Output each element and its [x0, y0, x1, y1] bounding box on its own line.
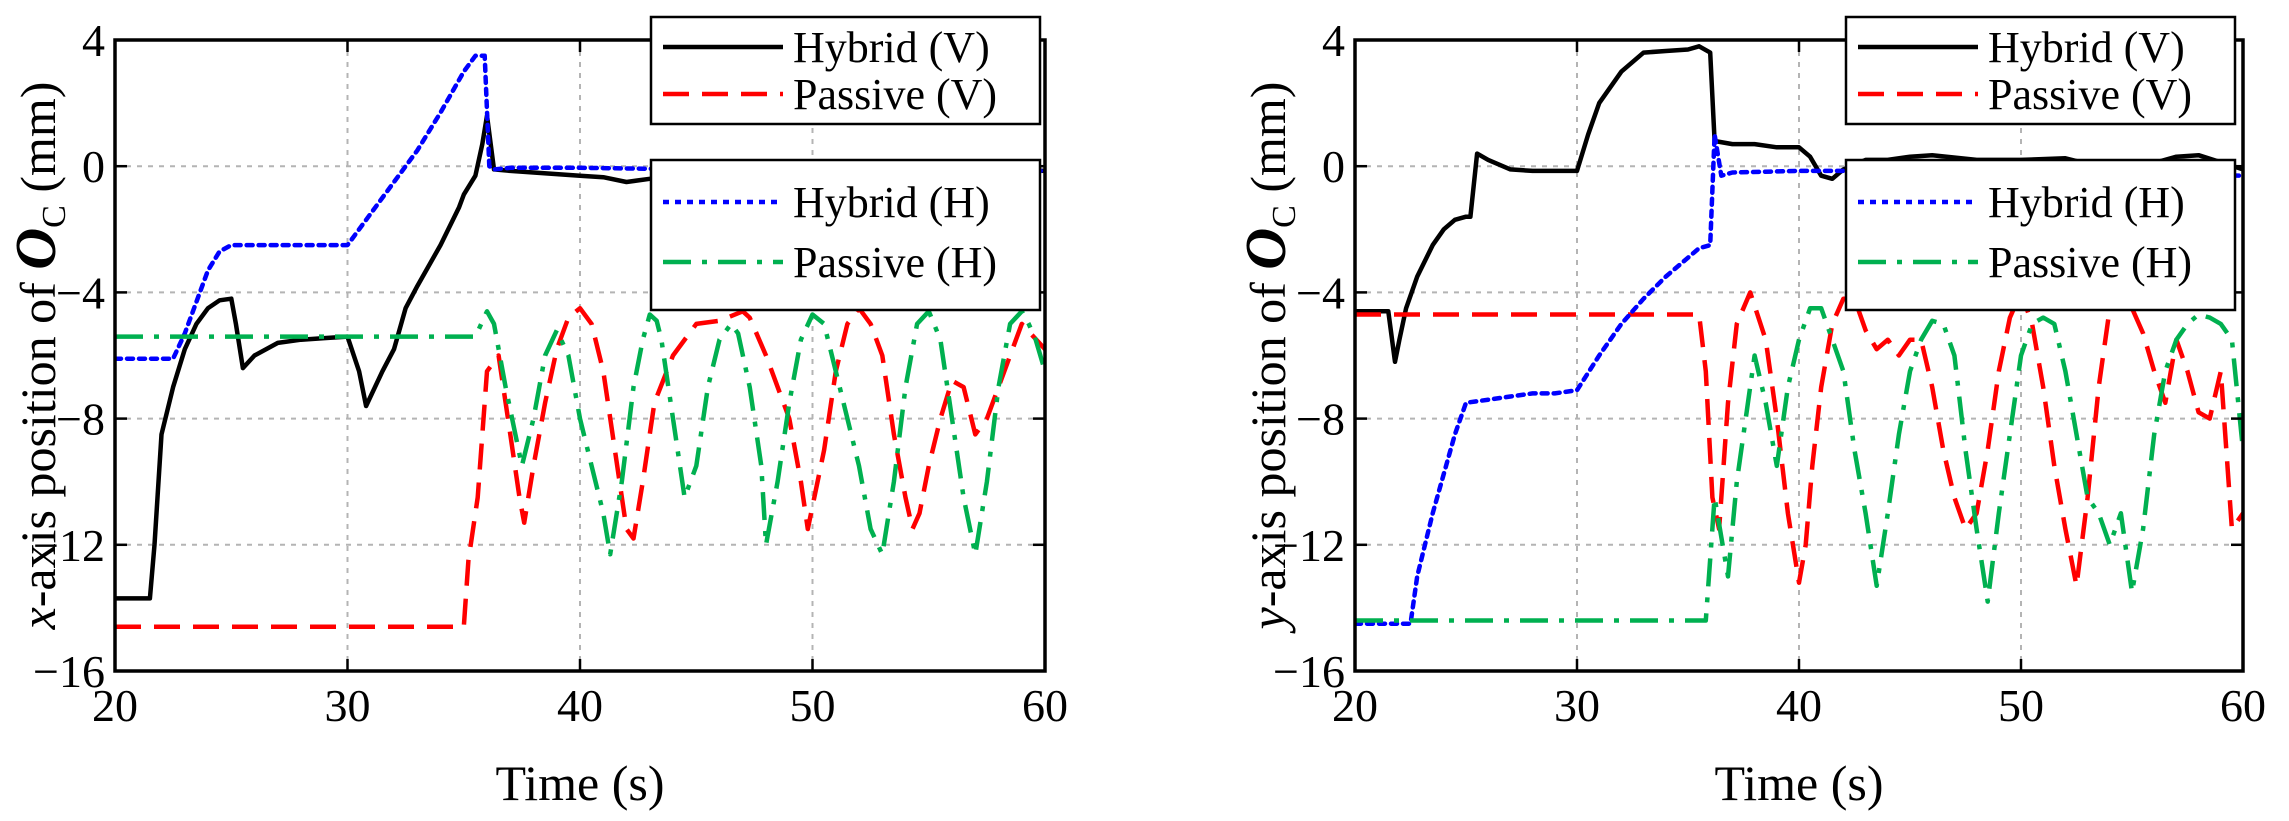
y-axis-label-variable: x [10, 607, 66, 630]
x-tick-label: 50 [790, 680, 836, 731]
legend-label: Hybrid (H) [793, 178, 990, 227]
y-axis-label: x-axis position of OC (mm) [3, 82, 73, 631]
x-axis-label: Time (s) [495, 755, 664, 811]
x-tick-label: 60 [2220, 680, 2266, 731]
y-tick-label: 4 [82, 15, 105, 66]
y-tick-label: −16 [1273, 646, 1345, 697]
y-axis-label-symbol: O [3, 228, 68, 270]
legend-box [649, 15, 1042, 126]
x-axis-label: Time (s) [1714, 755, 1883, 811]
series-line-hybrid-h [115, 53, 1045, 361]
legend-label: Passive (H) [1988, 238, 2192, 287]
x-tick-label: 30 [325, 680, 371, 731]
y-tick-label: −8 [56, 394, 105, 445]
legend-middle-right: Hybrid (H) Passive (H) [649, 158, 1042, 312]
series-line-hybrid-h [1355, 132, 2243, 626]
legend-label: Passive (V) [1988, 70, 2192, 119]
x-tick-label: 40 [1776, 680, 1822, 731]
x-tick-label: 20 [92, 680, 138, 731]
y-tick-label: 4 [1322, 15, 1345, 66]
y-axis-label-text: -axis position of [1240, 270, 1296, 607]
y-axis-label-text: -axis position of [10, 270, 66, 607]
y-axis-label: y-axis position of OC (mm) [1233, 82, 1303, 635]
y-tick-label: −8 [1296, 394, 1345, 445]
legend-middle-right: Hybrid (H) Passive (H) [1844, 158, 2237, 312]
y-tick-label: −4 [1296, 267, 1345, 318]
legend-label: Passive (H) [793, 238, 997, 287]
y-axis-label-variable: y [1240, 606, 1296, 634]
series-line-passive-v [1355, 290, 2243, 589]
series-line-passive-v [115, 305, 1045, 630]
legend-label: Hybrid (V) [1988, 23, 2185, 72]
legend-top-right: Hybrid (V)Passive (V) [1844, 15, 2237, 126]
y-axis-label-symbol: O [1233, 228, 1298, 270]
legend-box [1844, 158, 2237, 312]
y-tick-label: −4 [56, 267, 105, 318]
x-tick-label: 30 [1554, 680, 1600, 731]
x-tick-label: 40 [557, 680, 603, 731]
legend-label: Passive (V) [793, 70, 997, 119]
y-axis-label-subscript: C [1266, 205, 1303, 228]
y-tick-label: −12 [33, 520, 105, 571]
legend-label: Hybrid (V) [793, 23, 990, 72]
y-axis-label-unit: (mm) [10, 82, 66, 206]
legend-box [649, 158, 1042, 312]
legend-top-right: Hybrid (V)Passive (V) [649, 15, 1042, 126]
y-axis-label-unit: (mm) [1240, 82, 1296, 206]
legend-box [1844, 15, 2237, 126]
y-tick-label: −12 [1273, 520, 1345, 571]
x-tick-label: 60 [1022, 680, 1068, 731]
y-tick-label: 0 [82, 141, 105, 192]
y-tick-label: −16 [33, 646, 105, 697]
x-tick-label: 50 [1998, 680, 2044, 731]
y-tick-label: 0 [1322, 141, 1345, 192]
x-tick-label: 20 [1332, 680, 1378, 731]
legend-label: Hybrid (H) [1988, 178, 2185, 227]
y-axis-label-subscript: C [36, 205, 73, 228]
